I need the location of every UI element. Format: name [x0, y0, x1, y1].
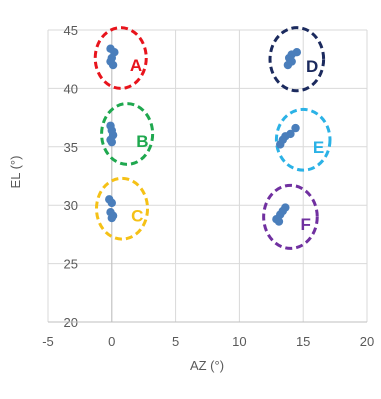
- cluster-ellipse-b: [100, 102, 155, 166]
- data-point: [274, 217, 284, 226]
- y-axis-label: EL (°): [8, 156, 23, 189]
- data-point: [107, 198, 117, 208]
- data-point: [108, 60, 118, 70]
- data-points: [105, 44, 302, 226]
- data-point: [283, 60, 293, 70]
- y-tick-label: 40: [64, 81, 78, 96]
- x-tick-label: -5: [42, 334, 54, 349]
- y-tick-label: 45: [64, 23, 78, 38]
- x-axis-label: AZ (°): [190, 358, 224, 373]
- x-tick-label: 10: [232, 334, 246, 349]
- cluster-ellipse-f: [262, 183, 319, 250]
- x-tick-label: 0: [108, 334, 115, 349]
- cluster-labels: A B C D E F: [130, 56, 324, 234]
- data-point: [291, 123, 300, 133]
- cluster-label-f: F: [301, 215, 311, 234]
- y-tick-label: 30: [64, 198, 78, 213]
- data-point: [276, 140, 285, 149]
- cluster-ellipse-e: [274, 107, 332, 172]
- cluster-ellipses: [93, 26, 332, 250]
- y-tick-label: 25: [64, 257, 78, 272]
- cluster-ellipse-c: [94, 176, 150, 241]
- y-tick-label: 35: [64, 140, 78, 155]
- cluster-label-d: D: [306, 57, 318, 76]
- cluster-ellipse-a: [93, 26, 148, 90]
- x-tick-label: 20: [360, 334, 374, 349]
- cluster-label-c: C: [131, 207, 143, 226]
- cluster-label-a: A: [130, 56, 142, 75]
- cluster-label-e: E: [313, 138, 324, 157]
- x-tick-label: 5: [172, 334, 179, 349]
- cluster-label-b: B: [136, 132, 148, 151]
- x-tick-label: 15: [296, 334, 310, 349]
- cluster-ellipse-d: [268, 26, 326, 93]
- data-point: [107, 213, 117, 223]
- data-point: [107, 137, 117, 147]
